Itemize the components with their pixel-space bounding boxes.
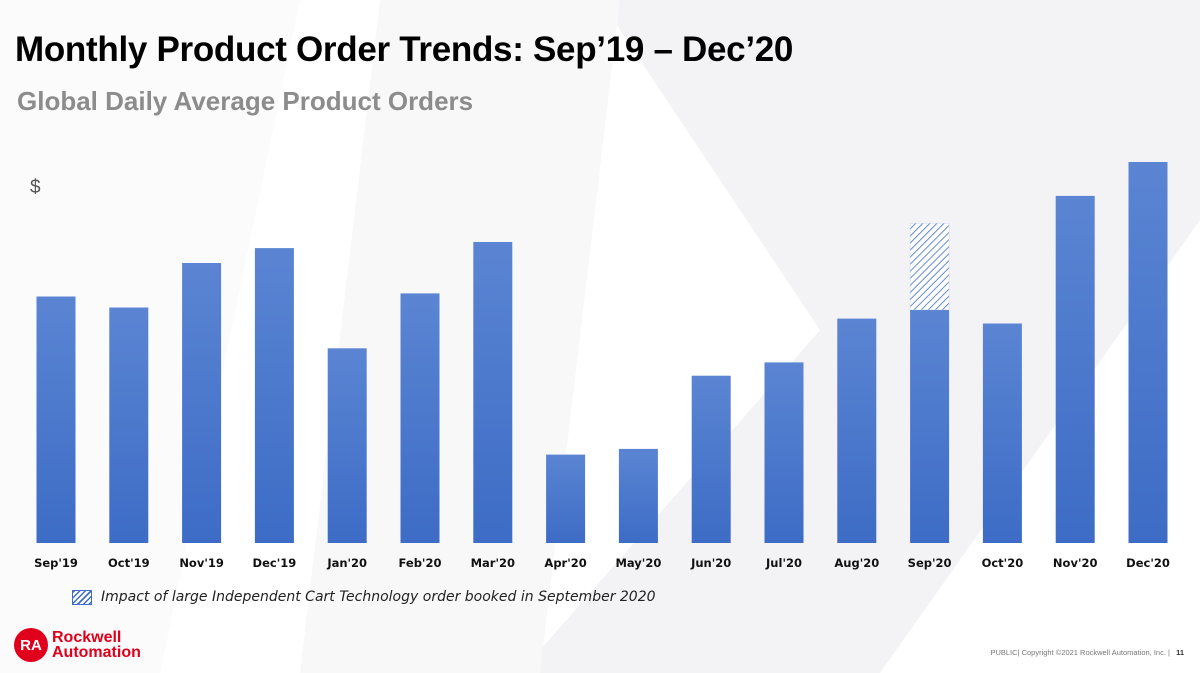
x-tick-label: Dec'19 (253, 556, 297, 570)
logo-wordmark: Rockwell Automation (52, 629, 141, 661)
legend-hatch-swatch (72, 589, 92, 605)
bar-apr20 (546, 454, 586, 543)
bar-jan20 (327, 348, 367, 543)
x-tick-label: Jan'20 (326, 556, 367, 570)
footer: PUBLIC| Copyright ©2021 Rockwell Automat… (990, 648, 1184, 657)
bar-sep19 (36, 296, 76, 543)
bar-sep20 (910, 309, 950, 543)
bar-oct19 (109, 307, 149, 543)
bar-may20 (618, 448, 658, 543)
x-tick-label: Oct'20 (982, 556, 1024, 570)
bar-nov20 (1055, 195, 1095, 543)
x-tick-label: Sep'19 (34, 556, 78, 570)
bar-oct20 (982, 323, 1022, 543)
legend: Impact of large Independent Cart Technol… (72, 589, 656, 605)
footer-copyright: PUBLIC| Copyright ©2021 Rockwell Automat… (990, 648, 1170, 657)
page-title: Monthly Product Order Trends: Sep’19 – D… (15, 30, 794, 69)
x-tick-label: Jul'20 (765, 556, 802, 570)
page-number: 11 (1176, 648, 1184, 657)
x-tick-label: Nov'19 (179, 556, 224, 570)
x-tick-label: Feb'20 (399, 556, 442, 570)
x-tick-label: Dec'20 (1126, 556, 1170, 570)
bars-group (36, 162, 1168, 543)
bar-jul20 (764, 362, 804, 543)
bar-feb20 (400, 293, 440, 543)
bar-nov19 (182, 263, 222, 543)
x-tick-label: May'20 (615, 556, 661, 570)
legend-label: Impact of large Independent Cart Technol… (101, 589, 656, 605)
logo-line-2: Automation (52, 644, 141, 661)
bar-jun20 (691, 375, 731, 543)
bar-mar20 (473, 242, 513, 543)
bar-aug20 (837, 318, 877, 543)
page-subtitle: Global Daily Average Product Orders (17, 86, 474, 116)
x-tick-label: Jun'20 (690, 556, 731, 570)
logo-line-1: Rockwell (52, 629, 122, 646)
x-tick-label: Aug'20 (834, 556, 879, 570)
x-tick-labels: Sep'19 Oct'19 Nov'19 Dec'19 Jan'20 Feb'20 Mar'… (34, 556, 1170, 570)
bar-dec19 (254, 248, 294, 543)
bar-hatched-sep20 (909, 223, 950, 311)
bar-dec20 (1128, 162, 1168, 543)
x-tick-label: Apr'20 (544, 556, 586, 570)
ra-logo-mark: RA (14, 628, 48, 662)
x-tick-label: Nov'20 (1053, 556, 1098, 570)
x-tick-label: Oct'19 (108, 556, 150, 570)
x-tick-label: Sep'20 (908, 556, 952, 570)
rockwell-logo: RA Rockwell Automation (14, 628, 141, 662)
y-axis-label: $ (30, 177, 41, 198)
x-tick-label: Mar'20 (471, 556, 515, 570)
